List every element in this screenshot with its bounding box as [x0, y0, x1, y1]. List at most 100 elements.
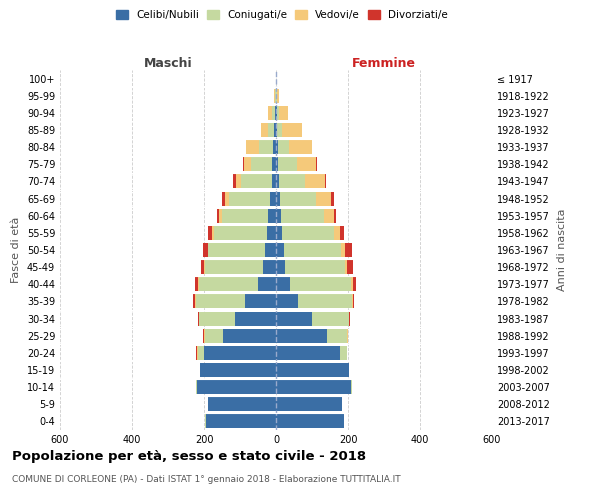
Bar [327, 328, 347, 342]
Bar [196, 380, 197, 394]
Bar [214, 226, 267, 240]
Bar [243, 158, 244, 172]
Text: Femmine: Femmine [352, 57, 416, 70]
Bar [276, 226, 283, 240]
Bar [284, 243, 341, 257]
Bar [235, 312, 276, 326]
Bar [229, 192, 269, 205]
Bar [281, 208, 323, 222]
Bar [259, 140, 273, 154]
Bar [274, 88, 275, 102]
Bar [199, 312, 235, 326]
Bar [274, 123, 276, 137]
Bar [334, 208, 336, 222]
Bar [353, 294, 355, 308]
Text: COMUNE DI CORLEONE (PA) - Dati ISTAT 1° gennaio 2018 - Elaborazione TUTTITALIA.I: COMUNE DI CORLEONE (PA) - Dati ISTAT 1° … [12, 475, 401, 484]
Bar [290, 278, 351, 291]
Bar [198, 312, 199, 326]
Bar [204, 346, 276, 360]
Bar [345, 243, 352, 257]
Bar [340, 226, 344, 240]
Bar [351, 380, 352, 394]
Bar [289, 140, 312, 154]
Bar [276, 192, 280, 205]
Bar [353, 278, 356, 291]
Bar [276, 106, 277, 120]
Bar [204, 328, 205, 342]
Bar [305, 174, 325, 188]
Bar [212, 226, 214, 240]
Bar [203, 328, 204, 342]
Bar [245, 294, 276, 308]
Bar [196, 294, 245, 308]
Bar [331, 192, 334, 205]
Bar [233, 174, 236, 188]
Bar [244, 158, 251, 172]
Bar [208, 226, 212, 240]
Bar [276, 208, 281, 222]
Bar [276, 398, 341, 411]
Bar [268, 208, 276, 222]
Bar [340, 346, 347, 360]
Bar [325, 174, 326, 188]
Text: Popolazione per età, sesso e stato civile - 2018: Popolazione per età, sesso e stato civil… [12, 450, 366, 463]
Bar [278, 158, 296, 172]
Bar [197, 346, 204, 360]
Bar [334, 226, 340, 240]
Bar [269, 192, 276, 205]
Bar [276, 414, 344, 428]
Text: Maschi: Maschi [143, 57, 193, 70]
Bar [267, 226, 276, 240]
Bar [201, 260, 205, 274]
Bar [205, 414, 206, 428]
Bar [278, 140, 289, 154]
Bar [316, 158, 317, 172]
Bar [278, 106, 287, 120]
Bar [347, 260, 353, 274]
Bar [246, 140, 259, 154]
Bar [279, 174, 305, 188]
Bar [276, 294, 298, 308]
Bar [199, 278, 258, 291]
Bar [205, 328, 223, 342]
Y-axis label: Fasce di età: Fasce di età [11, 217, 21, 283]
Bar [258, 278, 276, 291]
Bar [205, 260, 263, 274]
Bar [277, 106, 278, 120]
Bar [285, 260, 346, 274]
Bar [276, 363, 349, 377]
Bar [312, 312, 349, 326]
Bar [200, 363, 276, 377]
Bar [276, 174, 279, 188]
Bar [349, 312, 350, 326]
Bar [272, 158, 276, 172]
Bar [346, 260, 347, 274]
Bar [296, 158, 316, 172]
Y-axis label: Anni di nascita: Anni di nascita [557, 209, 566, 291]
Bar [352, 294, 353, 308]
Bar [195, 294, 196, 308]
Bar [223, 328, 276, 342]
Bar [272, 174, 276, 188]
Bar [225, 192, 229, 205]
Bar [275, 106, 276, 120]
Bar [276, 140, 278, 154]
Bar [272, 106, 275, 120]
Bar [276, 312, 312, 326]
Bar [298, 294, 352, 308]
Bar [268, 123, 274, 137]
Bar [277, 123, 283, 137]
Bar [251, 158, 272, 172]
Bar [276, 380, 351, 394]
Bar [276, 123, 277, 137]
Bar [222, 192, 225, 205]
Bar [241, 174, 272, 188]
Bar [347, 328, 349, 342]
Bar [276, 243, 284, 257]
Bar [198, 278, 199, 291]
Bar [280, 192, 316, 205]
Bar [260, 123, 268, 137]
Bar [263, 260, 276, 274]
Bar [217, 208, 219, 222]
Bar [236, 174, 241, 188]
